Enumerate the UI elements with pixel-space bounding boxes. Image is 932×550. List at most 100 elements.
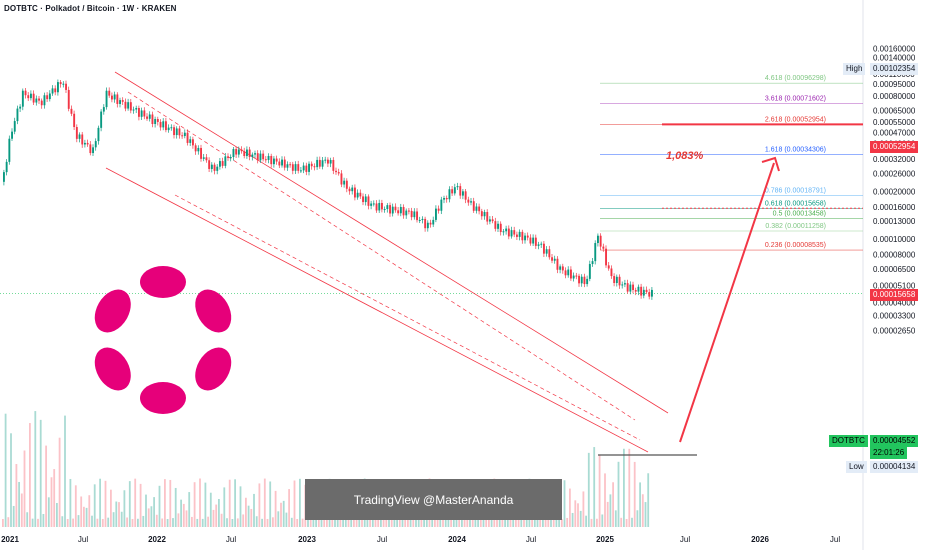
candle-body [73,113,76,128]
volume-bar [407,513,409,527]
x-tick-label: Jul [830,535,840,544]
channel-mid-upper-line [127,91,636,421]
candle-body [570,269,572,279]
candle-body [354,187,356,198]
volume-bar [490,518,493,527]
candle-body [397,210,400,214]
candle-body [316,159,319,168]
candle-body [167,127,170,131]
polkadot-logo-dot [140,266,186,298]
volume-bar [577,503,579,527]
volume-bar [193,482,196,527]
candle-body [553,258,556,261]
x-tick-label: Jul [226,535,236,544]
volume-bar [118,502,120,527]
target-percent-annotation: 1,083% [666,150,704,162]
x-tick-label: 2021 [1,535,19,544]
candle-body [283,159,286,168]
x-tick-label: 2022 [148,535,166,544]
volume-bar [455,518,458,527]
volume-bar [606,501,609,527]
volume-bar [563,480,566,527]
candle-body [524,235,526,241]
candle-body [551,257,553,261]
volume-bar [293,480,296,527]
candle-body [321,160,324,167]
y-tick-label: 0.00140000 [873,53,916,62]
volume-bar [255,516,258,527]
candle-body [156,119,159,122]
candle-body [634,290,637,292]
candle-body [313,166,316,168]
candle-body [445,197,448,200]
volume-bar [326,518,328,527]
candle-body [572,275,575,279]
candle-body [67,89,70,109]
candle-body [518,231,521,237]
volume-bar [53,469,56,527]
candle-body [348,188,351,192]
candle-body [605,248,607,266]
candle-body [632,284,634,291]
volume-bar [72,518,74,527]
candle-body [181,135,184,137]
volume-bar [366,518,369,527]
volume-bar [290,517,293,527]
candle-body [545,249,548,254]
volume-bar [101,518,104,527]
volume-bar [253,493,255,527]
volume-bar [461,518,463,527]
volume-bar [598,455,601,527]
fib-level-label: 0.5 (0.00013458) [773,211,826,218]
fib-level-label: 0.618 (0.00015658) [765,200,826,207]
candle-body [362,196,364,203]
candle-body [289,164,292,166]
volume-bar [99,478,101,527]
volume-bar [266,518,269,527]
candle-body [621,284,624,286]
volume-bar [301,518,304,527]
fib-level-label: 1.618 (0.00034306) [765,146,826,153]
y-tick-label: 0.00005100 [873,282,916,291]
candle-body [102,107,105,112]
candle-body [186,132,189,143]
candle-body [57,82,59,93]
last-price-tag: 0.00004552 [870,435,919,447]
volume-bar [88,495,91,527]
candle-body [383,209,386,211]
candle-body [575,275,578,277]
volume-bar [371,516,374,527]
candle-body [607,265,610,269]
volume-bar [182,503,185,527]
projection-arrow-line [679,162,775,443]
fib-level-label: 2.618 (0.00052954) [765,116,826,123]
volume-bar [601,514,604,527]
candle-body [629,284,632,292]
candle-body [567,269,570,276]
fib-level-label: 3.618 (0.00071602) [765,96,826,103]
candle-body [543,243,545,254]
y-tick-label: 0.00003300 [873,312,916,321]
candle-body [548,249,551,258]
candle-body [197,147,200,152]
candle-body [300,170,302,172]
candle-body [497,223,499,229]
x-tick-label: 2025 [596,535,614,544]
candle-body [318,159,321,167]
candle-body [248,149,251,157]
volume-bar [245,497,247,527]
candle-body [202,157,205,159]
candle-body [38,98,40,101]
candle-body [224,156,227,166]
candle-body [645,289,648,293]
volume-bar [277,511,280,527]
volume-bar [569,488,571,527]
candle-body [540,243,543,245]
volume-bar [80,496,83,527]
candle-body [205,157,208,161]
volume-bar [401,518,404,527]
volume-bar [285,512,288,527]
volume-bar [153,497,155,527]
y-tick-label: 0.00008000 [873,251,916,260]
